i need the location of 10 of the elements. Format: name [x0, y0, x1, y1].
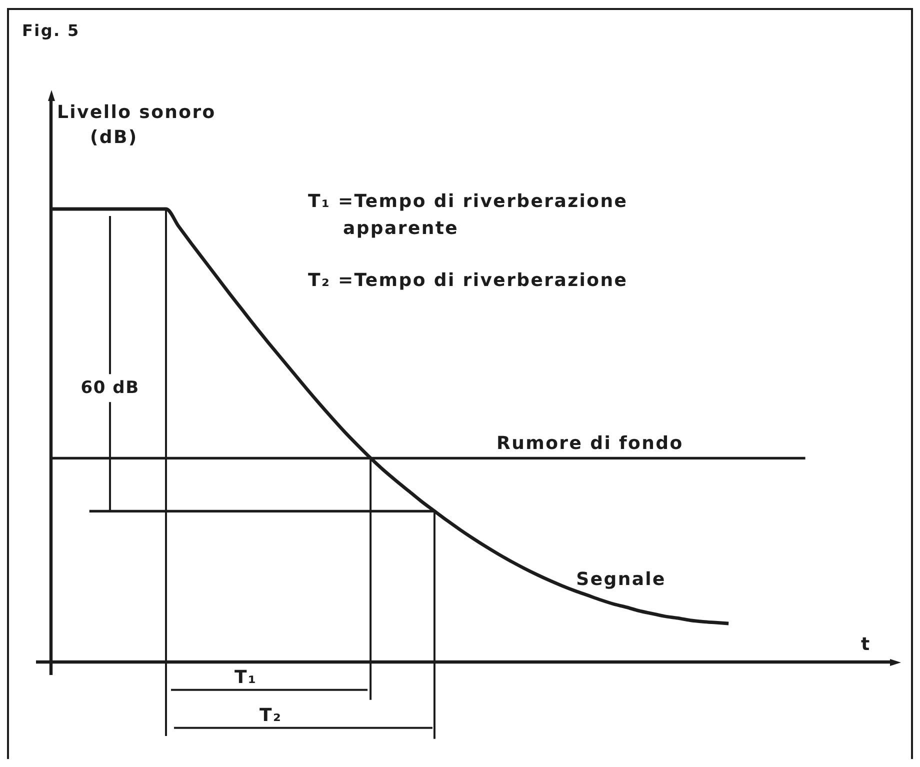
- annotation: 60 dB: [80, 377, 140, 400]
- series-label: Segnale: [576, 568, 666, 590]
- annotation: T₂ =Tempo di riverberazione: [308, 269, 628, 293]
- text: T₁: [234, 667, 258, 689]
- y-axis-title: Livello sonoro (dB): [57, 101, 217, 150]
- x-axis-title: t: [861, 634, 871, 656]
- chart-title: Fig. 5: [22, 20, 80, 42]
- annotation: T₁ =Tempo di riverberazione apparente: [308, 190, 629, 241]
- text: T₂: [259, 705, 282, 727]
- series-label: Rumore di fondo: [496, 433, 684, 454]
